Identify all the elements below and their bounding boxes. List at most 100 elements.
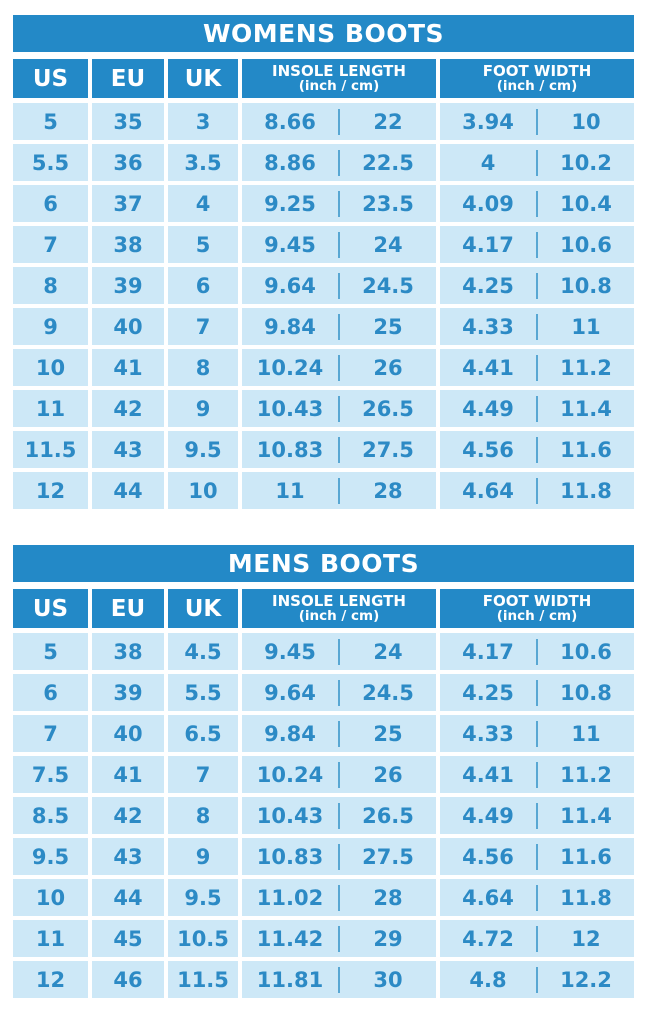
column-header-insole-length: INSOLE LENGTH (inch / cm) bbox=[242, 589, 436, 628]
eu-size-cell: 43 bbox=[92, 431, 164, 468]
insole-cm-value: 29 bbox=[373, 926, 403, 951]
inch-cm-divider bbox=[536, 395, 538, 422]
uk-size-cell: 9 bbox=[168, 390, 238, 427]
foot-width-cell: 4.17 10.6 bbox=[440, 226, 634, 263]
eu-size-cell: 39 bbox=[92, 674, 164, 711]
insole-inch-value: 9.84 bbox=[264, 314, 316, 339]
inch-cm-divider bbox=[536, 313, 538, 340]
insole-length-cell: 9.45 24 bbox=[242, 226, 436, 263]
insole-inch-value: 10.43 bbox=[256, 803, 324, 828]
insole-cm-value: 22 bbox=[373, 109, 403, 134]
insole-length-label: INSOLE LENGTH bbox=[272, 61, 406, 80]
foot-width-cell: 4.09 10.4 bbox=[440, 185, 634, 222]
foot-cm-value: 11.8 bbox=[560, 885, 612, 910]
uk-size-cell: 7 bbox=[168, 308, 238, 345]
foot-inch-value: 4.8 bbox=[469, 967, 507, 992]
insole-length-cell: 10.43 26.5 bbox=[242, 390, 436, 427]
table-row: 7 38 5 9.45 24 4.17 10.6 bbox=[13, 226, 634, 263]
inch-cm-divider bbox=[536, 190, 538, 217]
foot-cm-value: 12.2 bbox=[560, 967, 612, 992]
foot-width-cell: 4.49 11.4 bbox=[440, 797, 634, 834]
insole-length-cell: 11.02 28 bbox=[242, 879, 436, 916]
foot-inch-value: 4.25 bbox=[462, 680, 514, 705]
eu-size-cell: 35 bbox=[92, 103, 164, 140]
foot-inch-value: 4.49 bbox=[462, 396, 514, 421]
foot-inch-value: 3.94 bbox=[462, 109, 514, 134]
foot-cm-value: 10.4 bbox=[560, 191, 612, 216]
us-size-cell: 6 bbox=[13, 185, 88, 222]
table-row: 5.5 36 3.5 8.86 22.5 4 10.2 bbox=[13, 144, 634, 181]
insole-cm-value: 23.5 bbox=[362, 191, 414, 216]
column-header-insole-length: INSOLE LENGTH (inch / cm) bbox=[242, 59, 436, 98]
us-size-cell: 9.5 bbox=[13, 838, 88, 875]
foot-cm-value: 11 bbox=[571, 721, 601, 746]
table-row: 5 38 4.5 9.45 24 4.17 10.6 bbox=[13, 633, 634, 670]
inch-cm-divider bbox=[338, 354, 340, 381]
foot-inch-value: 4.25 bbox=[462, 273, 514, 298]
eu-size-cell: 40 bbox=[92, 715, 164, 752]
mens-boots-title: MENS BOOTS bbox=[13, 545, 634, 582]
foot-cm-value: 11.6 bbox=[560, 844, 612, 869]
inch-cm-divider bbox=[536, 354, 538, 381]
insole-cm-value: 24.5 bbox=[362, 273, 414, 298]
insole-length-cell: 10.83 27.5 bbox=[242, 431, 436, 468]
inch-cm-divider bbox=[536, 966, 538, 993]
insole-length-cell: 9.64 24.5 bbox=[242, 674, 436, 711]
foot-cm-value: 10.8 bbox=[560, 273, 612, 298]
insole-inch-value: 10.83 bbox=[256, 844, 324, 869]
foot-cm-value: 11.6 bbox=[560, 437, 612, 462]
foot-width-label: FOOT WIDTH bbox=[482, 61, 592, 80]
eu-size-cell: 36 bbox=[92, 144, 164, 181]
uk-size-cell: 9.5 bbox=[168, 431, 238, 468]
eu-size-cell: 41 bbox=[92, 756, 164, 793]
uk-size-cell: 5.5 bbox=[168, 674, 238, 711]
eu-size-cell: 44 bbox=[92, 472, 164, 509]
inch-cm-divider bbox=[536, 272, 538, 299]
insole-inch-value: 10.43 bbox=[256, 396, 324, 421]
inch-cm-divider bbox=[536, 436, 538, 463]
insole-length-cell: 8.86 22.5 bbox=[242, 144, 436, 181]
eu-size-cell: 37 bbox=[92, 185, 164, 222]
uk-size-cell: 9 bbox=[168, 838, 238, 875]
foot-width-units: (inch / cm) bbox=[496, 608, 578, 625]
uk-size-cell: 7 bbox=[168, 756, 238, 793]
foot-cm-value: 11.4 bbox=[560, 396, 612, 421]
uk-size-cell: 5 bbox=[168, 226, 238, 263]
inch-cm-divider bbox=[536, 802, 538, 829]
insole-cm-value: 26.5 bbox=[362, 396, 414, 421]
foot-width-units: (inch / cm) bbox=[496, 78, 578, 95]
foot-inch-value: 4.41 bbox=[462, 762, 514, 787]
us-size-cell: 8.5 bbox=[13, 797, 88, 834]
foot-width-cell: 4.8 12.2 bbox=[440, 961, 634, 998]
foot-cm-value: 10.8 bbox=[560, 680, 612, 705]
insole-inch-value: 11.81 bbox=[256, 967, 324, 992]
column-header-eu: EU bbox=[92, 59, 164, 98]
inch-cm-divider bbox=[338, 231, 340, 258]
foot-width-cell: 4.49 11.4 bbox=[440, 390, 634, 427]
table-row: 8 39 6 9.64 24.5 4.25 10.8 bbox=[13, 267, 634, 304]
insole-cm-value: 25 bbox=[373, 314, 403, 339]
foot-width-cell: 4 10.2 bbox=[440, 144, 634, 181]
insole-inch-value: 9.45 bbox=[264, 232, 316, 257]
womens-boots-title: WOMENS BOOTS bbox=[13, 15, 634, 52]
insole-length-units: (inch / cm) bbox=[298, 78, 380, 95]
insole-inch-value: 10.24 bbox=[256, 355, 324, 380]
us-size-cell: 7 bbox=[13, 226, 88, 263]
foot-width-label: FOOT WIDTH bbox=[482, 591, 592, 610]
insole-inch-value: 10.83 bbox=[256, 437, 324, 462]
foot-inch-value: 4.49 bbox=[462, 803, 514, 828]
womens-boots-table: WOMENS BOOTS US EU UK INSOLE LENGTH (inc… bbox=[13, 15, 634, 509]
us-size-cell: 5.5 bbox=[13, 144, 88, 181]
inch-cm-divider bbox=[536, 720, 538, 747]
foot-width-cell: 4.64 11.8 bbox=[440, 879, 634, 916]
foot-width-cell: 4.33 11 bbox=[440, 308, 634, 345]
table-row: 10 44 9.5 11.02 28 4.64 11.8 bbox=[13, 879, 634, 916]
insole-length-cell: 10.24 26 bbox=[242, 756, 436, 793]
us-size-cell: 7.5 bbox=[13, 756, 88, 793]
insole-inch-value: 8.66 bbox=[264, 109, 316, 134]
insole-cm-value: 30 bbox=[373, 967, 403, 992]
insole-length-cell: 9.45 24 bbox=[242, 633, 436, 670]
inch-cm-divider bbox=[338, 313, 340, 340]
foot-inch-value: 4.41 bbox=[462, 355, 514, 380]
